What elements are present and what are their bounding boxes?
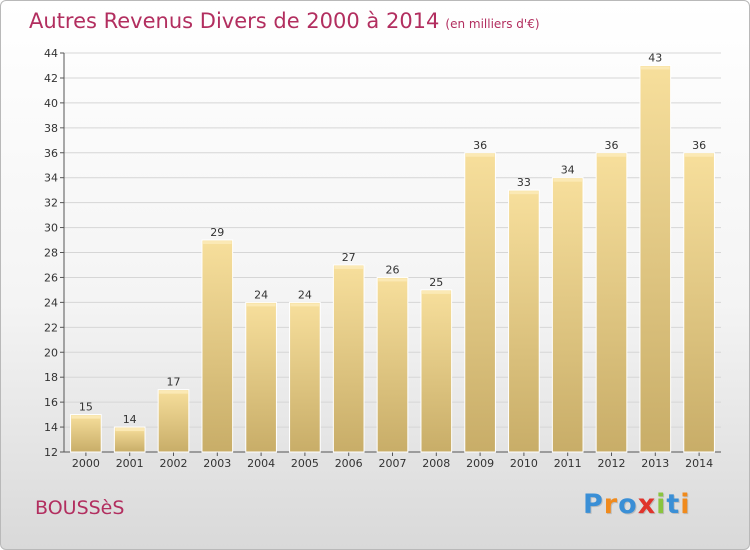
bar <box>639 64 672 453</box>
value-label: 25 <box>429 276 443 289</box>
value-label: 36 <box>692 139 706 152</box>
y-tick-label: 34 <box>44 172 58 185</box>
bar-highlight <box>334 265 364 269</box>
labels: 15 2000 14 2001 17 2002 29 2003 24 2004 24 2005 27 20… <box>72 51 713 470</box>
bar <box>201 239 234 453</box>
value-label: 43 <box>648 51 662 64</box>
value-label: 29 <box>210 226 224 239</box>
y-tick-label: 18 <box>44 371 58 384</box>
place-name: BOUSSèS <box>35 497 125 519</box>
logo-letter: P <box>583 489 604 520</box>
logo-letter: o <box>618 489 638 520</box>
logo-letter: x <box>637 489 657 520</box>
value-label: 24 <box>298 288 312 301</box>
x-tick-label: 2008 <box>422 457 450 470</box>
bar <box>376 276 409 453</box>
value-label: 34 <box>561 164 575 177</box>
chart-title: Autres Revenus Divers de 2000 à 2014 (en … <box>29 9 540 33</box>
bar <box>289 301 321 453</box>
x-tick-label: 2010 <box>510 457 538 470</box>
bar <box>464 152 496 453</box>
y-tick-label: 14 <box>44 421 58 434</box>
x-tick-label: 2001 <box>116 457 144 470</box>
y-tick-label: 40 <box>44 97 58 110</box>
value-label: 15 <box>79 401 93 414</box>
bar-highlight <box>465 153 495 157</box>
bar-highlight <box>421 290 451 294</box>
x-tick-label: 2005 <box>291 457 319 470</box>
x-tick-label: 2014 <box>685 457 713 470</box>
bar-highlight <box>553 178 583 182</box>
value-label: 27 <box>342 251 356 264</box>
y-tick-label: 44 <box>44 47 58 60</box>
bar-highlight <box>246 303 276 307</box>
y-tick-label: 38 <box>44 122 58 135</box>
x-tick-label: 2012 <box>598 457 626 470</box>
y-tick-label: 36 <box>44 147 58 160</box>
x-tick-label: 2009 <box>466 457 494 470</box>
x-tick-label: 2013 <box>641 457 669 470</box>
y-tick-label: 12 <box>44 446 58 459</box>
value-label: 36 <box>605 139 619 152</box>
bar-highlight <box>597 153 626 157</box>
y-tick-label: 24 <box>44 296 58 309</box>
bar <box>245 301 277 453</box>
bar <box>551 177 584 453</box>
logo-letter: i <box>656 489 667 520</box>
bar <box>508 189 540 453</box>
bar <box>157 389 190 453</box>
bar-highlight <box>202 241 232 245</box>
value-label: 17 <box>167 376 181 389</box>
bar <box>113 426 146 453</box>
bar <box>683 152 715 453</box>
value-label: 33 <box>517 176 531 189</box>
x-tick-label: 2003 <box>203 457 231 470</box>
bar-highlight <box>509 191 539 195</box>
proxiti-logo[interactable]: Proxiti <box>583 489 691 520</box>
bar-highlight <box>71 415 101 419</box>
bar <box>332 264 365 453</box>
x-tick-label: 2007 <box>379 457 407 470</box>
y-tick-label: 30 <box>44 222 58 235</box>
logo-letter: r <box>603 489 619 520</box>
bars <box>70 64 715 453</box>
value-label: 24 <box>254 288 268 301</box>
bar <box>595 152 628 453</box>
bar <box>420 289 453 453</box>
y-tick-label: 16 <box>44 396 58 409</box>
y-tick-label: 20 <box>44 346 58 359</box>
value-label: 26 <box>386 263 400 276</box>
bar-highlight <box>290 303 320 307</box>
bar <box>70 414 102 453</box>
bar-highlight <box>640 66 670 70</box>
chart-title-text: Autres Revenus Divers de 2000 à 2014 <box>29 9 440 33</box>
x-tick-label: 2006 <box>335 457 363 470</box>
y-tick-label: 28 <box>44 247 58 260</box>
x-tick-label: 2004 <box>247 457 275 470</box>
x-tick-label: 2011 <box>554 457 582 470</box>
chart-unit: (en milliers d'€) <box>445 17 540 31</box>
logo-letter: i <box>680 489 691 520</box>
y-tick-label: 26 <box>44 271 58 284</box>
y-tick-label: 32 <box>44 197 58 210</box>
x-tick-label: 2000 <box>72 457 100 470</box>
value-label: 36 <box>473 139 487 152</box>
bar-highlight <box>378 278 407 282</box>
bar-highlight <box>159 390 188 394</box>
logo-letter: t <box>666 489 681 520</box>
y-tick-label: 42 <box>44 72 58 85</box>
x-tick-label: 2002 <box>160 457 188 470</box>
bar-highlight <box>684 153 714 157</box>
bar-highlight <box>115 428 145 432</box>
y-tick-label: 22 <box>44 321 58 334</box>
value-label: 14 <box>123 413 137 426</box>
